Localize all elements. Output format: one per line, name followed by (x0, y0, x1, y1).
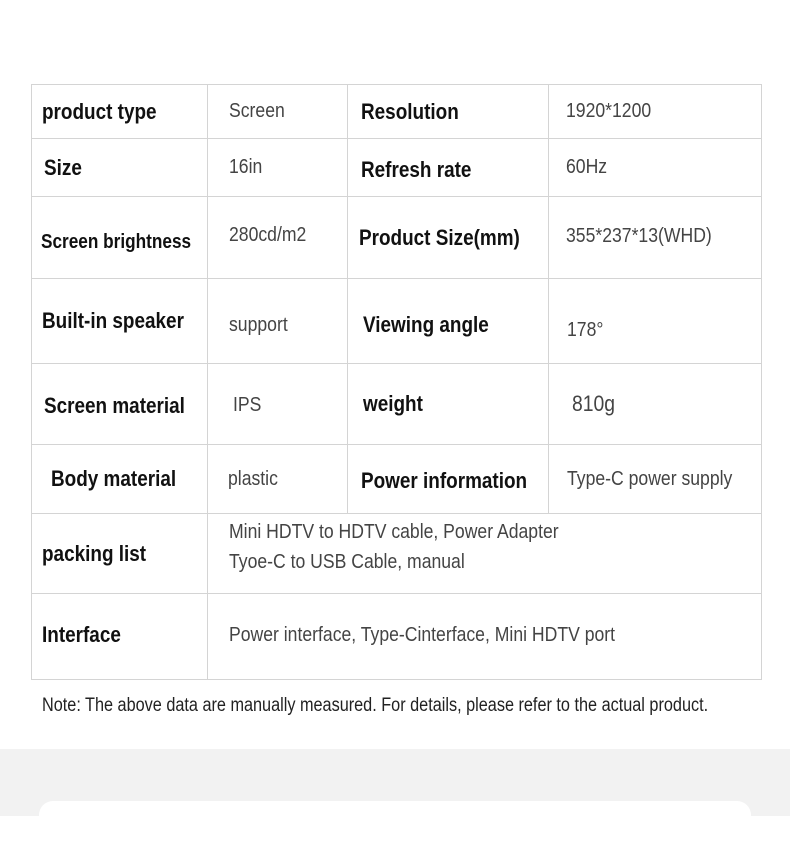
spec-label: Built-in speaker (31, 278, 208, 364)
spec-table: product type Screen Resolution 1920*1200… (31, 84, 762, 680)
spec-value: Screen (207, 84, 348, 139)
table-row: Size 16in Refresh rate 60Hz (31, 138, 762, 197)
spec-label: Viewing angle (347, 278, 549, 364)
spec-label: weight (347, 363, 549, 445)
spec-label: Screen material (31, 363, 208, 445)
spec-value: 280cd/m2 (207, 196, 348, 279)
spec-value: IPS (207, 363, 348, 445)
spec-value: 1920*1200 (548, 84, 762, 139)
packing-list-label: packing list (31, 513, 208, 594)
spec-value: 810g (548, 363, 762, 445)
table-row: packing list Mini HDTV to HDTV cable, Po… (31, 513, 762, 594)
table-row: Screen material IPS weight 810g (31, 363, 762, 445)
spec-value: plastic (207, 444, 348, 514)
spec-label: Product Size(mm) (347, 196, 549, 279)
spec-value: 355*237*13(WHD) (548, 196, 762, 279)
spec-value: 16in (207, 138, 348, 197)
table-row: Built-in speaker support Viewing angle 1… (31, 278, 762, 364)
spec-label: Power information (347, 444, 549, 514)
spec-label: product type (31, 84, 208, 139)
spec-value: support (207, 278, 348, 364)
interface-label: Interface (31, 593, 208, 680)
spec-label: Size (31, 138, 208, 197)
disclaimer-note: Note: The above data are manually measur… (42, 695, 709, 716)
table-row: Screen brightness 280cd/m2 Product Size(… (31, 196, 762, 279)
spec-value: 178° (548, 278, 762, 364)
table-row: Body material plastic Power information … (31, 444, 762, 514)
packing-list-value: Mini HDTV to HDTV cable, Power Adapter T… (207, 513, 762, 594)
table-row: product type Screen Resolution 1920*1200 (31, 84, 762, 139)
spec-label: Refresh rate (347, 138, 549, 197)
spec-value: Type-C power supply (548, 444, 762, 514)
table-row: Interface Power interface, Type-Cinterfa… (31, 593, 762, 680)
spec-value: 60Hz (548, 138, 762, 197)
spec-label: Body material (31, 444, 208, 514)
footer-card (39, 801, 751, 841)
spec-label: Screen brightness (31, 196, 208, 279)
interface-value: Power interface, Type-Cinterface, Mini H… (207, 593, 762, 680)
spec-label: Resolution (347, 84, 549, 139)
